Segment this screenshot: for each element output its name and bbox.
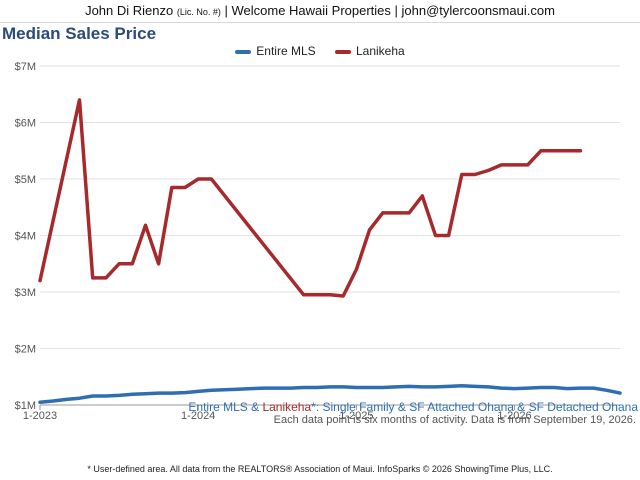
x-tick-label: 1-2024 — [181, 410, 215, 422]
y-tick-label: $1M — [15, 400, 36, 412]
chart-grid — [40, 65, 620, 406]
agent-email[interactable]: john@tylercoonsmaui.com — [401, 3, 555, 18]
chart-series — [38, 98, 622, 404]
legend-item-lanikeha[interactable]: Lanikeha — [334, 44, 405, 58]
description-series-a: Entire MLS — [188, 400, 248, 414]
x-axis-ticks: 1-2023 1-2024 1-2025 1-2026 — [23, 405, 532, 422]
x-tick-label: 1-2025 — [339, 410, 373, 422]
company-name: | Welcome Hawaii Properties | — [224, 3, 398, 18]
x-tick-label: 1-2026 — [497, 410, 531, 422]
x-tick-label: 1-2023 — [23, 410, 57, 422]
y-tick-label: $2M — [15, 344, 36, 356]
chart-description: Entire MLS & Lanikeha*: Single Family & … — [0, 401, 640, 414]
series-line-entire-mls — [38, 384, 622, 404]
description-series-b: Lanikeha — [262, 400, 312, 414]
y-tick-label: $7M — [15, 61, 36, 73]
series-line-lanikeha — [38, 98, 583, 298]
y-tick-label: $4M — [15, 231, 36, 243]
y-tick-label: $6M — [15, 118, 36, 130]
y-axis-ticks: $1M $2M $3M $4M $5M $6M $7M — [15, 61, 36, 412]
y-tick-label: $3M — [15, 287, 36, 299]
header-bar: John Di Rienzo (Lic. No. #) | Welcome Ha… — [0, 0, 640, 23]
chart-legend: Entire MLS Lanikeha — [0, 44, 640, 58]
chart-title: Median Sales Price — [2, 24, 157, 43]
data-credit: * User-defined area. All data from the R… — [87, 464, 553, 474]
legend-label-lanikeha: Lanikeha — [355, 44, 405, 58]
license-number: (Lic. No. #) — [176, 7, 221, 17]
legend-swatch-lanikeha — [334, 49, 351, 54]
legend-item-entire-mls[interactable]: Entire MLS — [235, 44, 316, 58]
chart-footer: Entire MLS & Lanikeha*: Single Family & … — [0, 401, 640, 427]
legend-label-entire-mls: Entire MLS — [256, 44, 316, 58]
legend-swatch-entire-mls — [235, 49, 252, 54]
data-note: Each data point is six months of activit… — [273, 414, 636, 426]
y-tick-label: $5M — [15, 174, 36, 186]
description-rest: *: Single Family & SF Attached Ohana & S… — [311, 400, 638, 414]
description-amp: & — [247, 400, 263, 414]
agent-name: John Di Rienzo — [85, 3, 174, 18]
